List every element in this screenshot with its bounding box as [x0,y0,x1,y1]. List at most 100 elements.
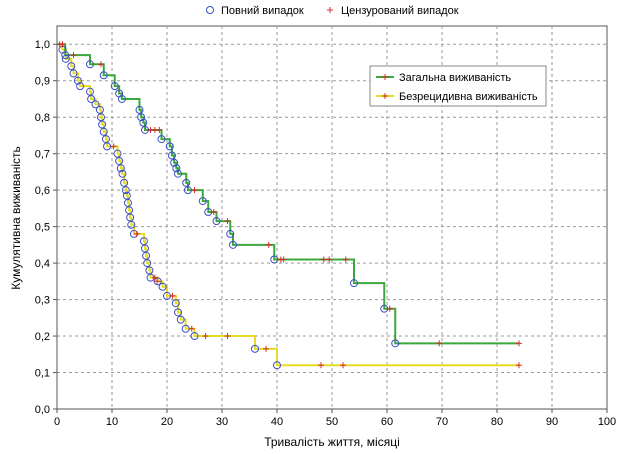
censored-point-s0 [224,218,231,225]
y-tick-label: 0,1 [35,368,50,380]
event-point-s0 [117,94,126,103]
event-point-s0 [137,113,146,122]
event-point-s0 [174,169,182,178]
x-tick-label: 90 [546,416,558,428]
event-point-s1 [251,344,259,353]
axis-ticks: 0,0 0,1 0,2 0,3 0,4 0,5 0,6 0,7 0,8 0,9 1,0 0 10 20 30… [35,39,616,428]
y-tick-label: 0,6 [35,185,50,197]
event-point-s1 [116,164,125,173]
censored-point-s1 [133,230,140,237]
censored-point-s0 [280,256,287,263]
event-point-s0 [61,51,70,60]
event-point-s0 [99,71,108,80]
censored-point-s0 [210,209,217,216]
event-point-s1 [99,127,108,136]
censored-point-s1 [154,278,161,285]
censored-point-s0 [70,52,77,59]
event-point-s0 [157,135,166,144]
y-tick-label: 1,0 [35,39,50,51]
marker-legend: Повний випадок Цензурований випадок [206,5,459,17]
event-point-s1 [273,361,281,370]
censored-point-s1 [263,345,269,352]
censored-point-s1 [340,362,346,369]
legend-plus-icon [382,74,388,80]
event-point-s1 [98,120,107,129]
event-point-s1 [87,94,96,103]
event-point-s0 [135,105,144,114]
y-tick-label: 0,0 [35,404,50,416]
event-point-s0 [110,82,119,91]
censored-point-s0 [386,305,393,312]
x-tick-label: 50 [326,416,338,428]
event-point-s1 [127,220,136,229]
event-point-s1 [171,299,180,308]
marker-legend-complete-label: Повний випадок [221,5,304,17]
event-point-s0 [165,142,174,151]
event-point-s0 [183,186,192,195]
y-tick-label: 0,5 [35,222,50,234]
legend-plus-icon [382,93,388,99]
x-tick-label: 70 [436,416,448,428]
x-tick-label: 10 [106,416,118,428]
x-tick-label: 60 [381,416,393,428]
x-tick-label: 40 [271,416,283,428]
y-tick-label: 0,9 [35,76,50,88]
x-axis-label: Тривалість життя, місяці [264,435,400,449]
event-point-s0 [182,178,191,187]
event-point-s1 [113,149,122,158]
censored-point-s0 [98,61,104,68]
censored-point-s0 [326,256,333,263]
event-point-s0 [172,164,181,173]
censored-point-s1 [318,362,324,369]
censored-point-s1 [151,274,158,281]
x-tick-label: 80 [491,416,503,428]
event-point-s1 [121,186,130,195]
y-tick-label: 0,4 [35,258,50,270]
event-point-s1 [120,178,129,187]
series-legend: Загальна виживаність Безрецидивна вижива… [369,65,547,107]
censored-point-s0 [342,256,349,263]
event-point-s1 [143,259,152,268]
legend-label-overall: Загальна виживаність [399,72,511,84]
censored-point-s1 [110,143,117,150]
event-point-s0 [212,217,221,226]
censored-point-s0 [516,340,522,347]
y-tick-label: 0,8 [35,112,50,124]
event-point-s1 [174,308,182,317]
y-tick-label: 0,7 [35,149,50,161]
event-point-s1 [73,76,82,85]
event-point-s1 [76,82,85,91]
y-tick-label: 0,2 [35,331,50,343]
event-point-s0 [86,60,94,69]
censored-case-marker-icon [327,7,333,13]
event-point-s0 [226,229,235,238]
event-point-s1 [67,62,76,71]
event-point-s0 [391,339,400,348]
censored-point-s0 [156,126,163,133]
y-axis-label: Кумулятивна виживаність [9,146,23,289]
event-point-s1 [103,142,112,151]
event-point-s0 [139,118,148,127]
event-point-s0 [270,255,279,264]
legend-label-recurrence-free: Безрецидивна виживаність [399,91,538,103]
censored-point-s0 [59,41,66,48]
event-point-s1 [190,332,199,341]
event-point-s1 [61,54,70,63]
x-tick-label: 20 [161,416,173,428]
marker-legend-censored-label: Цензурований випадок [341,5,459,17]
event-point-s0 [229,240,237,249]
x-tick-label: 0 [54,416,60,428]
complete-case-marker-icon [206,6,214,14]
x-tick-label: 100 [598,416,616,428]
event-point-s0 [350,279,358,288]
censored-point-s1 [202,333,209,340]
y-tick-label: 0,3 [35,295,50,307]
x-tick-label: 30 [216,416,228,428]
event-point-s1 [158,282,167,291]
series-markers [56,41,522,370]
censored-point-s1 [224,333,231,340]
censored-point-s0 [436,340,443,347]
censored-point-s1 [188,325,195,332]
censored-point-s0 [320,256,327,263]
legend-box [369,65,547,107]
